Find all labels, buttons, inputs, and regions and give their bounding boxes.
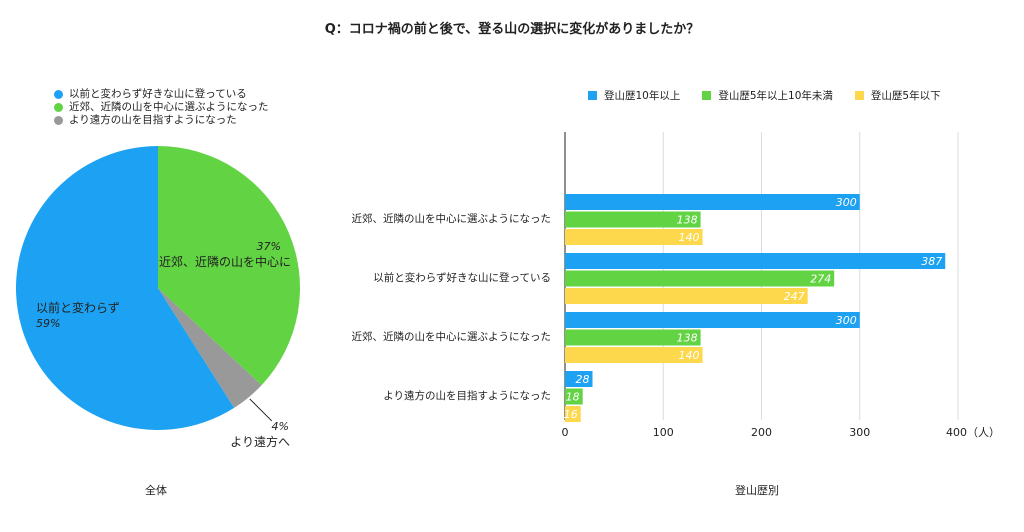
pie-legend-label: より遠方の山を目指すようになった <box>69 114 237 126</box>
bar-value-label: 247 <box>784 290 805 303</box>
pie-slice-label: 以前と変わらず <box>36 300 120 315</box>
bar <box>565 312 860 328</box>
bar-value-label: 140 <box>679 231 700 244</box>
pie-legend-item: より遠方の山を目指すようになった <box>54 114 269 127</box>
pie-slice <box>15 146 235 430</box>
bar <box>565 388 583 405</box>
pie-pct-label: 59% <box>36 317 60 330</box>
legend-dot <box>54 116 63 125</box>
bar <box>565 253 946 269</box>
bar-caption: 登山歴別 <box>735 484 779 497</box>
bar-value-label: 18 <box>566 391 580 404</box>
bar-value-label: 387 <box>921 255 942 268</box>
x-tick-label: 100 <box>653 426 674 439</box>
chart-title: Q：コロナ禍の前と後で、登る山の選択に変化がありましたか？ <box>324 22 700 37</box>
bar-value-label: 138 <box>677 332 698 345</box>
bar <box>565 194 860 210</box>
x-tick-label: 300 <box>849 426 870 439</box>
bar-legend-label: 登山歴5年以下 <box>870 90 941 102</box>
bar <box>565 270 835 287</box>
bar-value-label: 300 <box>836 314 857 327</box>
legend-swatch <box>702 91 712 100</box>
bar <box>565 329 701 346</box>
pie-callout-line <box>249 398 273 422</box>
bar <box>565 211 701 228</box>
bar <box>565 288 808 304</box>
legend-swatch <box>588 91 597 100</box>
bar-value-label: 28 <box>576 373 590 386</box>
pie-legend-item: 近郊、近隣の山を中心に選ぶようになった <box>54 101 269 114</box>
pie-slice-label: より遠方へ <box>230 434 290 449</box>
legend-dot <box>54 103 63 112</box>
bar-legend-label: 登山歴5年以上10年未満 <box>718 90 833 102</box>
bar-value-label: 16 <box>564 408 578 421</box>
pie-legend-item: 以前と変わらず好きな山に登っている <box>54 88 269 101</box>
bar-value-label: 300 <box>836 196 857 209</box>
bar-legend-item: 登山歴5年以下 <box>854 88 941 103</box>
bar <box>565 347 703 363</box>
pie-legend-label: 以前と変わらず好きな山に登っている <box>69 88 247 100</box>
bar <box>565 406 581 422</box>
legend-swatch <box>854 91 864 100</box>
category-label: 近郊、近隣の山を中心に選ぶようになった <box>352 212 552 225</box>
bar-chart: 0 100 200 300 400（人） 300 138 140 近郊、近隣の山を中心に選ぶよう… <box>352 132 1000 439</box>
bar-legend: 登山歴10年以上 登山歴5年以上10年未満 登山歴5年以下 <box>588 88 941 103</box>
bar <box>565 229 703 245</box>
legend-dot <box>54 90 63 99</box>
bar-legend-item: 登山歴10年以上 <box>588 88 680 103</box>
pie-legend-label: 近郊、近隣の山を中心に選ぶようになった <box>69 101 269 113</box>
bar-legend-label: 登山歴10年以上 <box>604 90 681 102</box>
category-label: 近郊、近隣の山を中心に選ぶようになった <box>352 330 552 343</box>
x-tick-label: 200 <box>751 426 772 439</box>
pie-pct-label: 37% <box>257 240 281 253</box>
bar-value-label: 140 <box>679 349 700 362</box>
category-label: 以前と変わらず好きな山に登っている <box>373 271 551 284</box>
pie-caption: 全体 <box>145 484 167 497</box>
bar-value-label: 274 <box>810 273 831 286</box>
x-tick-label: 400（人） <box>946 426 1000 439</box>
pie-slice-label: 近郊、近隣の山を中心に <box>159 254 291 269</box>
pie-legend: 以前と変わらず好きな山に登っている 近郊、近隣の山を中心に選ぶようになった より遠方… <box>54 88 269 127</box>
bar <box>565 371 593 387</box>
pie-pct-label: 4% <box>272 420 289 433</box>
x-tick-label: 0 <box>562 426 569 439</box>
pie-slice <box>158 146 300 386</box>
bar-legend-item: 登山歴5年以上10年未満 <box>702 88 833 103</box>
bar-value-label: 138 <box>677 214 698 227</box>
pie-slice <box>158 288 262 408</box>
category-label: より遠方の山を目指すようになった <box>383 389 551 402</box>
